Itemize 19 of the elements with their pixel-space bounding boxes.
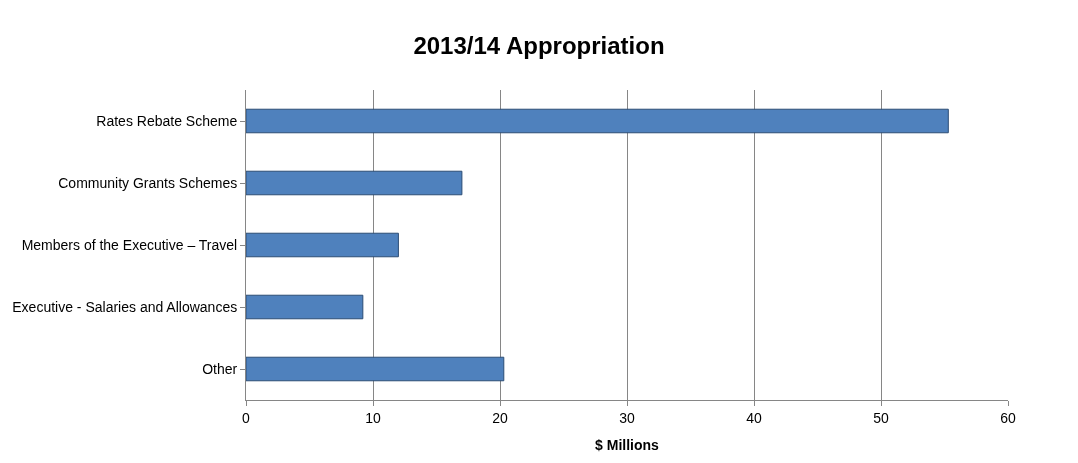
y-tick-label: Rates Rebate Scheme (96, 112, 238, 129)
bar (246, 232, 399, 258)
x-tick-label: 50 (873, 409, 889, 426)
x-tick-label: 40 (746, 409, 762, 426)
bar (246, 356, 505, 382)
x-tick-label: 0 (242, 409, 251, 426)
x-tick-label: 10 (365, 409, 381, 426)
y-tick-label: Other (202, 360, 238, 377)
bar (246, 108, 949, 134)
chart-title: 2013/14 Appropriation (413, 31, 665, 59)
y-tick-label: Members of the Executive – Travel (21, 236, 238, 253)
x-tick-label: 30 (619, 409, 635, 426)
bar (246, 170, 463, 196)
x-tick-label: 60 (1000, 409, 1016, 426)
x-tick-label: 20 (492, 409, 508, 426)
y-tick-label: Community Grants Schemes (58, 174, 238, 191)
bar (246, 294, 364, 320)
x-axis-title: $ Millions (595, 437, 660, 454)
y-tick-label: Executive - Salaries and Allowances (12, 298, 238, 315)
